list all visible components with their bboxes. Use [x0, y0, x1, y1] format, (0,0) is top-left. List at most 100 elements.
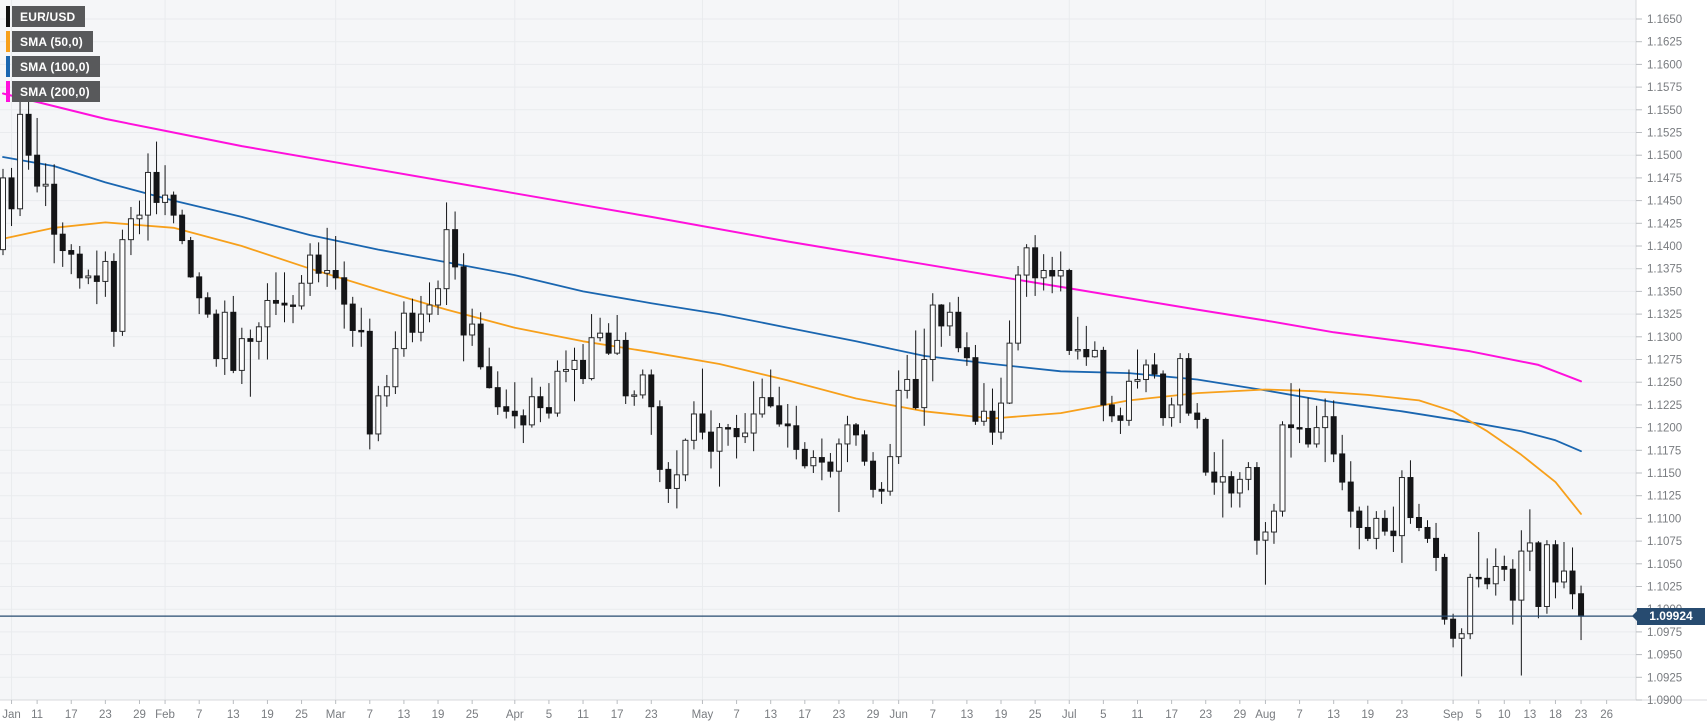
svg-text:Mar: Mar	[326, 709, 346, 721]
svg-text:13: 13	[764, 709, 777, 721]
sma100-label: SMA (100,0)	[12, 56, 100, 77]
legend-item-sma100[interactable]: SMA (100,0)	[6, 56, 100, 77]
svg-text:7: 7	[930, 709, 936, 721]
svg-text:7: 7	[733, 709, 739, 721]
svg-text:1.1400: 1.1400	[1647, 241, 1682, 253]
plot-area[interactable]	[0, 0, 1636, 700]
sma200-line	[2, 92, 1582, 383]
svg-text:23: 23	[99, 709, 112, 721]
svg-text:1.1500: 1.1500	[1647, 150, 1682, 162]
svg-text:19: 19	[432, 709, 445, 721]
svg-text:25: 25	[466, 709, 479, 721]
svg-text:1.1425: 1.1425	[1647, 218, 1682, 230]
svg-text:10: 10	[1498, 709, 1511, 721]
svg-text:11: 11	[1132, 709, 1144, 721]
legend-item-sma50[interactable]: SMA (50,0)	[6, 31, 100, 52]
svg-text:1.1650: 1.1650	[1647, 14, 1682, 26]
svg-text:1.1525: 1.1525	[1647, 128, 1682, 140]
svg-text:25: 25	[1029, 709, 1042, 721]
svg-text:23: 23	[833, 709, 846, 721]
svg-text:23: 23	[645, 709, 658, 721]
svg-text:Feb: Feb	[155, 709, 175, 721]
svg-text:Jun: Jun	[889, 709, 908, 721]
svg-text:29: 29	[1233, 709, 1246, 721]
svg-text:Apr: Apr	[506, 709, 524, 721]
svg-text:1.1375: 1.1375	[1647, 264, 1682, 276]
svg-text:1.1025: 1.1025	[1647, 582, 1682, 594]
legend-item-symbol[interactable]: EUR/USD	[6, 6, 100, 27]
svg-text:5: 5	[1475, 709, 1481, 721]
svg-text:7: 7	[1296, 709, 1302, 721]
svg-text:Aug: Aug	[1255, 709, 1275, 721]
svg-text:Jul: Jul	[1062, 709, 1077, 721]
svg-text:May: May	[692, 709, 714, 721]
svg-text:19: 19	[1361, 709, 1374, 721]
candlestick-series	[0, 91, 1585, 677]
svg-text:13: 13	[1523, 709, 1536, 721]
svg-text:1.1050: 1.1050	[1647, 559, 1682, 571]
svg-text:18: 18	[1549, 709, 1562, 721]
symbol-label: EUR/USD	[12, 6, 86, 27]
svg-text:1.0975: 1.0975	[1647, 627, 1682, 639]
svg-text:1.1250: 1.1250	[1647, 377, 1682, 389]
svg-text:25: 25	[295, 709, 308, 721]
svg-text:17: 17	[1165, 709, 1178, 721]
svg-text:13: 13	[960, 709, 973, 721]
svg-text:1.1200: 1.1200	[1647, 423, 1682, 435]
indicator-legend: EUR/USD SMA (50,0) SMA (100,0) SMA (200,…	[6, 6, 100, 102]
svg-text:1.1625: 1.1625	[1647, 37, 1682, 49]
svg-text:29: 29	[867, 709, 880, 721]
svg-text:29: 29	[133, 709, 146, 721]
svg-text:13: 13	[398, 709, 411, 721]
svg-text:1.1475: 1.1475	[1647, 173, 1682, 185]
svg-text:1.1125: 1.1125	[1647, 491, 1681, 503]
svg-text:5: 5	[546, 709, 552, 721]
svg-text:17: 17	[65, 709, 78, 721]
svg-text:23: 23	[1199, 709, 1212, 721]
sma100-color-chip	[6, 56, 10, 77]
svg-text:1.1225: 1.1225	[1647, 400, 1682, 412]
sma100-line	[2, 156, 1582, 453]
svg-text:19: 19	[995, 709, 1008, 721]
svg-text:7: 7	[367, 709, 373, 721]
symbol-color-chip	[6, 6, 10, 27]
svg-text:1.1300: 1.1300	[1647, 332, 1682, 344]
time-axis[interactable]: Jan 11 17 23 29 Feb 7 13 19 25 Mar 7 13 19 25 Apr 5 11 17 2…	[2, 700, 1613, 721]
svg-text:1.1325: 1.1325	[1647, 309, 1682, 321]
price-axis[interactable]: 1.09001.09251.09501.09751.10001.10251.10…	[1636, 14, 1682, 707]
svg-text:17: 17	[611, 709, 624, 721]
svg-text:19: 19	[261, 709, 274, 721]
svg-text:17: 17	[798, 709, 811, 721]
svg-text:1.0950: 1.0950	[1647, 650, 1682, 662]
svg-text:1.0900: 1.0900	[1647, 695, 1682, 707]
last-price-label: 1.09924	[1632, 607, 1705, 625]
svg-text:1.1600: 1.1600	[1647, 59, 1682, 71]
svg-text:1.1350: 1.1350	[1647, 286, 1682, 298]
svg-text:26: 26	[1600, 709, 1613, 721]
sma50-label: SMA (50,0)	[12, 31, 93, 52]
legend-item-sma200[interactable]: SMA (200,0)	[6, 81, 100, 102]
sma200-label: SMA (200,0)	[12, 81, 100, 102]
svg-text:1.1550: 1.1550	[1647, 105, 1682, 117]
svg-text:Sep: Sep	[1443, 709, 1463, 721]
svg-text:1.1150: 1.1150	[1647, 468, 1681, 480]
sma50-color-chip	[6, 31, 10, 52]
svg-text:23: 23	[1575, 709, 1588, 721]
svg-text:5: 5	[1100, 709, 1106, 721]
svg-text:1.1450: 1.1450	[1647, 196, 1682, 208]
sma50-line	[2, 221, 1582, 515]
svg-text:13: 13	[1327, 709, 1340, 721]
svg-text:1.1075: 1.1075	[1647, 536, 1682, 548]
svg-text:13: 13	[227, 709, 240, 721]
svg-text:7: 7	[196, 709, 202, 721]
sma200-color-chip	[6, 81, 10, 102]
svg-text:1.0925: 1.0925	[1647, 672, 1682, 684]
svg-text:Jan: Jan	[2, 709, 21, 721]
svg-text:11: 11	[577, 709, 589, 721]
svg-text:11: 11	[31, 709, 43, 721]
svg-text:1.1575: 1.1575	[1647, 82, 1682, 94]
svg-text:23: 23	[1396, 709, 1409, 721]
svg-text:1.1175: 1.1175	[1647, 445, 1681, 457]
